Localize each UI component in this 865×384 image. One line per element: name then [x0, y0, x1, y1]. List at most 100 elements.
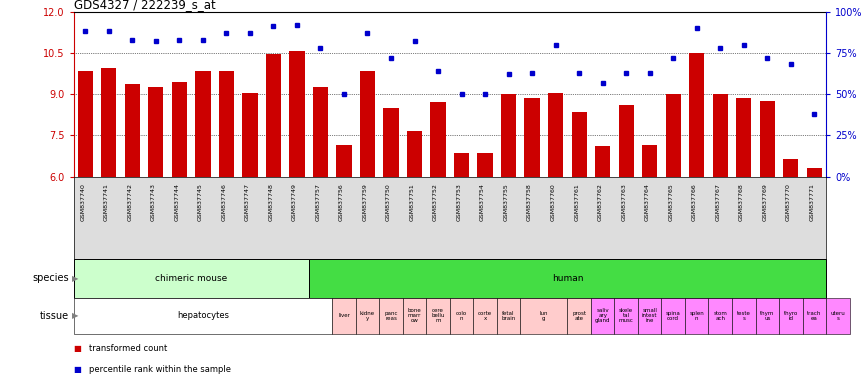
Text: GSM837744: GSM837744	[175, 183, 179, 221]
Bar	[708, 298, 732, 334]
Text: GSM837760: GSM837760	[551, 183, 555, 221]
Bar	[501, 94, 516, 177]
Text: spina
cord: spina cord	[666, 311, 681, 321]
Text: GSM837755: GSM837755	[503, 183, 509, 221]
Text: GSM837768: GSM837768	[739, 183, 744, 221]
Text: GSM837748: GSM837748	[268, 183, 273, 221]
Bar	[454, 153, 469, 177]
Text: GSM837770: GSM837770	[785, 183, 791, 221]
Text: GSM837751: GSM837751	[409, 183, 414, 221]
Bar	[313, 87, 328, 177]
Text: GSM837766: GSM837766	[692, 183, 696, 221]
Text: small
intest
ine: small intest ine	[642, 308, 657, 323]
Text: cere
bellu
m: cere bellu m	[432, 308, 445, 323]
Text: GSM837754: GSM837754	[480, 183, 485, 221]
Bar	[521, 298, 567, 334]
Bar	[638, 298, 662, 334]
Bar	[807, 168, 822, 177]
Text: teste
s: teste s	[737, 311, 751, 321]
Bar	[78, 71, 93, 177]
Text: GSM837771: GSM837771	[810, 183, 814, 221]
Bar	[497, 298, 521, 334]
Bar	[567, 298, 591, 334]
Bar	[379, 298, 403, 334]
Text: GSM837769: GSM837769	[762, 183, 767, 221]
Bar	[407, 131, 422, 177]
Bar	[266, 54, 281, 177]
Bar	[779, 298, 803, 334]
Bar	[618, 105, 634, 177]
Bar	[689, 53, 704, 177]
Text: prost
ate: prost ate	[572, 311, 586, 321]
Text: ■: ■	[74, 344, 81, 353]
Bar	[125, 84, 140, 177]
Bar	[332, 298, 356, 334]
Bar	[642, 145, 657, 177]
Text: GDS4327 / 222239_s_at: GDS4327 / 222239_s_at	[74, 0, 215, 12]
Bar	[477, 153, 493, 177]
Bar	[289, 51, 304, 177]
Text: splen
n: splen n	[689, 311, 704, 321]
Text: thym
us: thym us	[760, 311, 774, 321]
Text: species: species	[33, 273, 69, 283]
Text: GSM837761: GSM837761	[574, 183, 580, 221]
Text: GSM837758: GSM837758	[527, 183, 532, 221]
Text: transformed count: transformed count	[89, 344, 167, 353]
Bar	[548, 93, 563, 177]
Bar	[473, 298, 497, 334]
Text: GSM837743: GSM837743	[151, 183, 156, 221]
Text: liver: liver	[338, 313, 350, 318]
Bar	[826, 298, 849, 334]
Bar	[195, 71, 210, 177]
Bar	[662, 298, 685, 334]
Bar	[755, 298, 779, 334]
Text: stom
ach: stom ach	[714, 311, 727, 321]
Text: GSM837753: GSM837753	[457, 183, 462, 221]
Text: ▶: ▶	[72, 274, 79, 283]
Bar	[665, 94, 681, 177]
Bar	[732, 298, 755, 334]
Text: skele
tal
musc: skele tal musc	[618, 308, 634, 323]
Bar	[403, 298, 426, 334]
Bar	[74, 298, 332, 334]
Text: thyro
id: thyro id	[784, 311, 798, 321]
Text: fetal
brain: fetal brain	[502, 311, 516, 321]
Bar	[74, 259, 309, 298]
Text: kidne
y: kidne y	[360, 311, 375, 321]
Bar	[614, 298, 638, 334]
Text: ▶: ▶	[72, 311, 79, 320]
Bar	[783, 159, 798, 177]
Bar	[356, 298, 379, 334]
Bar	[759, 101, 775, 177]
Bar	[172, 82, 187, 177]
Bar	[360, 71, 375, 177]
Text: GSM837741: GSM837741	[104, 183, 109, 221]
Bar	[450, 298, 473, 334]
Text: GSM837740: GSM837740	[80, 183, 86, 221]
Bar	[148, 87, 163, 177]
Text: lun
g: lun g	[540, 311, 548, 321]
Text: ■: ■	[74, 365, 81, 374]
Text: GSM837764: GSM837764	[644, 183, 650, 221]
Text: hepatocytes: hepatocytes	[176, 311, 229, 320]
Bar	[572, 112, 586, 177]
Text: GSM837759: GSM837759	[362, 183, 368, 221]
Bar	[595, 146, 611, 177]
Text: GSM837742: GSM837742	[127, 183, 132, 221]
Text: percentile rank within the sample: percentile rank within the sample	[89, 365, 231, 374]
Text: corte
x: corte x	[478, 311, 492, 321]
Text: tissue: tissue	[40, 311, 69, 321]
Bar	[803, 298, 826, 334]
Bar	[309, 259, 826, 298]
Text: GSM837750: GSM837750	[386, 183, 391, 221]
Text: GSM837745: GSM837745	[198, 183, 203, 221]
Text: trach
ea: trach ea	[807, 311, 822, 321]
Text: GSM837747: GSM837747	[245, 183, 250, 221]
Text: chimeric mouse: chimeric mouse	[155, 274, 227, 283]
Bar	[713, 94, 727, 177]
Bar	[101, 68, 117, 177]
Text: bone
marr
ow: bone marr ow	[407, 308, 421, 323]
Bar	[431, 103, 445, 177]
Text: GSM837765: GSM837765	[669, 183, 673, 221]
Text: GSM837767: GSM837767	[715, 183, 721, 221]
